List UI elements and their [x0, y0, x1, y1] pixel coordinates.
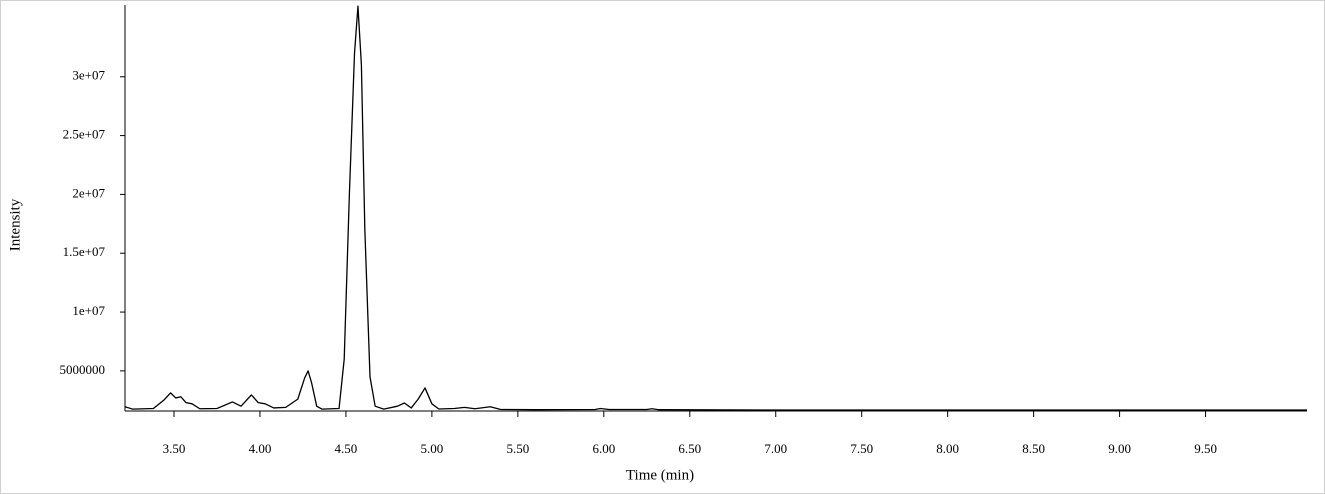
- y-axis-label: Intensity: [7, 198, 23, 251]
- x-tick-label: 8.00: [936, 441, 959, 456]
- x-tick-label: 6.00: [592, 441, 615, 456]
- chromatogram-line: [124, 5, 1307, 411]
- x-tick-label: 7.50: [850, 441, 873, 456]
- y-tick-label: 3e+07: [72, 68, 105, 83]
- x-tick-label: 4.50: [335, 441, 358, 456]
- x-tick-label: 5.00: [421, 441, 444, 456]
- y-tick-label: 2e+07: [72, 185, 105, 200]
- x-tick-label: 7.00: [764, 441, 787, 456]
- x-tick-label: 6.50: [678, 441, 701, 456]
- y-tick-label: 1.5e+07: [63, 244, 106, 259]
- x-tick-label: 9.00: [1108, 441, 1131, 456]
- x-tick-label: 3.50: [163, 441, 186, 456]
- x-axis-label: Time (min): [626, 467, 694, 483]
- x-tick-label: 8.50: [1022, 441, 1045, 456]
- x-tick-label: 5.50: [506, 441, 529, 456]
- y-tick-label: 2.5e+07: [63, 127, 106, 142]
- y-tick-label: 1e+07: [72, 303, 105, 318]
- x-tick-label: 9.50: [1194, 441, 1217, 456]
- x-tick-label: 4.00: [249, 441, 272, 456]
- y-tick-label: 5000000: [60, 362, 106, 377]
